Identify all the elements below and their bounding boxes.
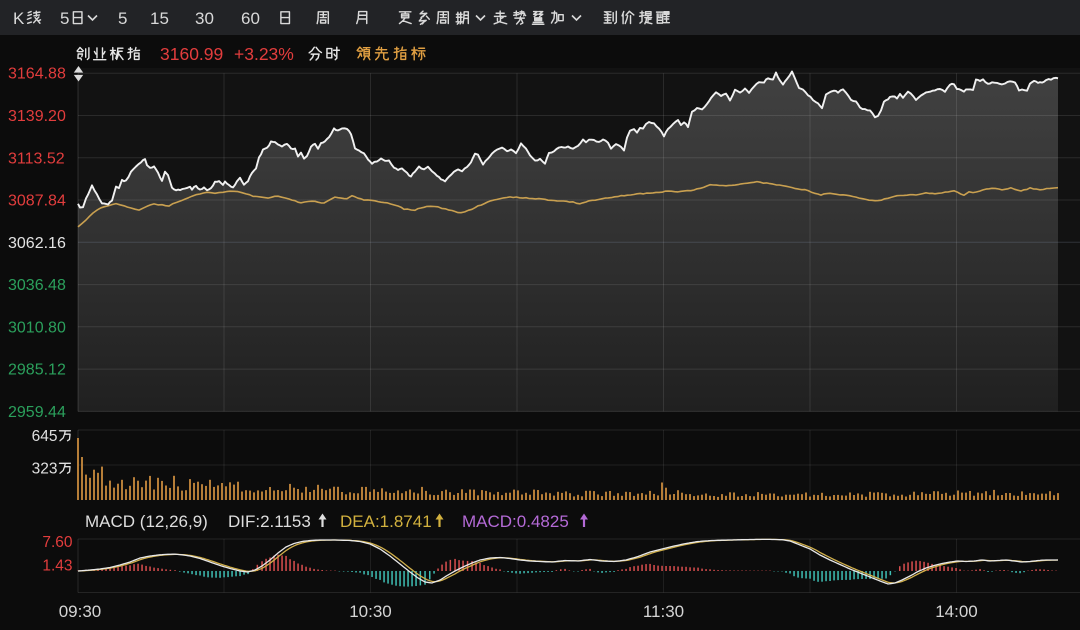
svg-text:5: 5 [118,9,127,28]
svg-text:DEA:1.8741: DEA:1.8741 [340,512,432,531]
svg-text:3113.52: 3113.52 [8,150,65,167]
svg-text:3160.99: 3160.99 [160,44,223,64]
svg-text:10:30: 10:30 [349,602,392,621]
svg-text:1.43: 1.43 [42,558,72,575]
svg-text:3062.16: 3062.16 [8,235,66,252]
svg-text:DIF:2.1153: DIF:2.1153 [228,512,311,531]
svg-text:2985.12: 2985.12 [8,362,66,379]
svg-text:15: 15 [150,9,169,28]
svg-text:MACD:0.4825: MACD:0.4825 [462,512,569,531]
svg-text:30: 30 [195,9,214,28]
svg-text:+3.23%: +3.23% [234,44,294,64]
svg-text:MACD (12,26,9): MACD (12,26,9) [85,512,208,531]
svg-text:60: 60 [241,9,260,28]
svg-text:3139.20: 3139.20 [8,108,66,125]
svg-text:323: 323 [32,461,58,478]
svg-text:3087.84: 3087.84 [8,193,66,210]
svg-text:3010.80: 3010.80 [8,319,66,336]
svg-text:3036.48: 3036.48 [8,277,66,294]
svg-text:3164.88: 3164.88 [8,66,66,83]
svg-text:K: K [13,9,25,28]
svg-text:7.60: 7.60 [42,534,73,551]
svg-text:14:00: 14:00 [935,602,978,621]
svg-text:2959.44: 2959.44 [8,404,66,421]
svg-text:11:30: 11:30 [643,602,684,621]
svg-text:5: 5 [60,9,69,28]
svg-text:09:30: 09:30 [59,602,102,621]
svg-text:645: 645 [32,428,58,445]
